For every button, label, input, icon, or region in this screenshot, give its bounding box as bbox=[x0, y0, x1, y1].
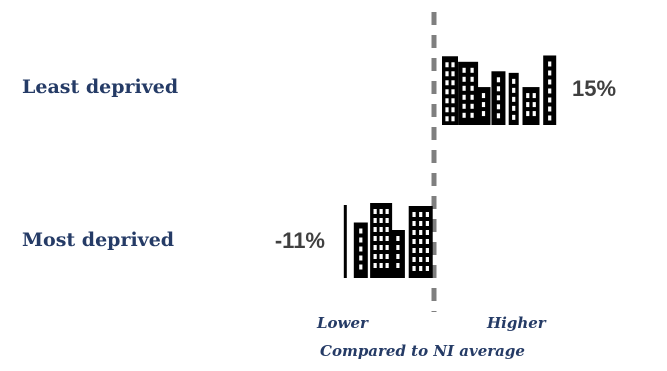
direction-label-lower: Lower bbox=[317, 314, 368, 332]
bar-least-deprived bbox=[442, 55, 557, 126]
direction-label-higher: Higher bbox=[487, 314, 546, 332]
value-label-most-deprived: -11% bbox=[274, 228, 325, 253]
category-label-most-deprived: Most deprived bbox=[22, 229, 175, 251]
category-label-least-deprived: Least deprived bbox=[22, 76, 179, 98]
value-label-least-deprived: 15% bbox=[572, 76, 617, 101]
x-axis-title: Compared to NI average bbox=[320, 342, 525, 360]
bar-most-deprived bbox=[343, 203, 433, 278]
